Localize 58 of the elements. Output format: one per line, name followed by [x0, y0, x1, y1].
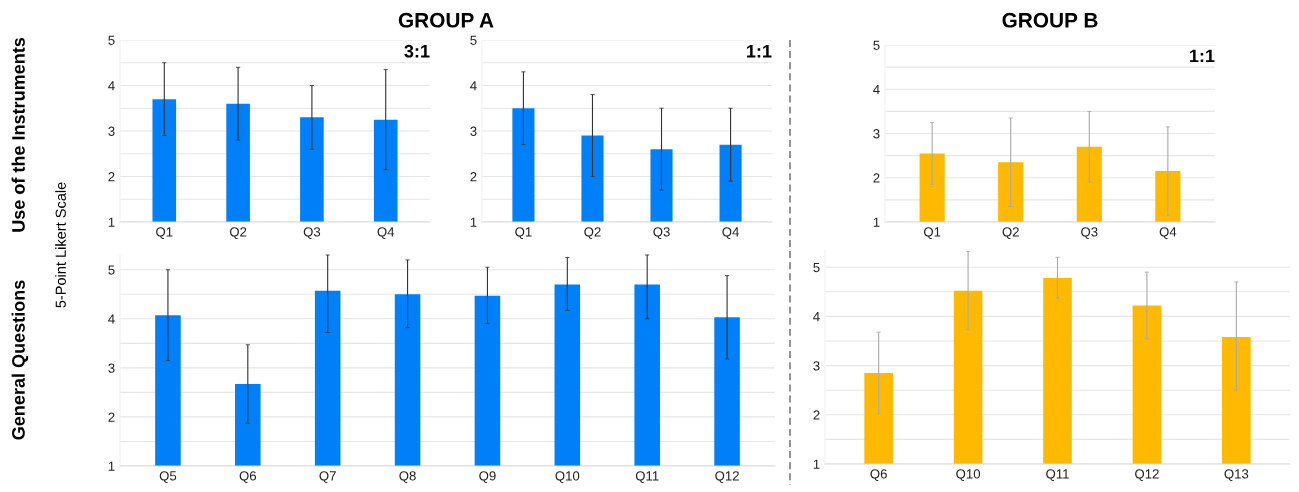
y-tick-label: 5	[813, 262, 820, 273]
y-tick-label: 4	[813, 312, 820, 322]
annotation: 3:1	[404, 44, 430, 58]
y-tick-label: 1	[108, 217, 115, 227]
annotation: 1:1	[1190, 49, 1215, 63]
x-tick-label: Q1	[923, 227, 941, 239]
x-tick-label: Q11	[635, 471, 659, 483]
x-tick-label: Q10	[555, 471, 580, 483]
x-tick-label: Q10	[956, 469, 981, 481]
x-tick-label: Q2	[1002, 227, 1019, 239]
y-tick-label: 3	[108, 363, 115, 373]
x-tick-label: Q6	[239, 471, 257, 483]
x-tick-label: Q2	[229, 227, 247, 239]
chart-title: GROUP B	[1002, 12, 1098, 28]
x-tick-label: Q11	[1046, 469, 1069, 481]
y-tick-label: 3	[873, 129, 880, 139]
x-tick-label: Q8	[399, 471, 416, 483]
x-tick-label: Q1	[515, 227, 532, 239]
y-tick-label: 3	[470, 126, 477, 136]
x-tick-label: Q6	[870, 469, 887, 481]
y-tick-label: 2	[108, 172, 115, 182]
y-tick-label: 4	[873, 84, 880, 95]
x-tick-label: Q1	[156, 227, 173, 239]
x-tick-label: Q9	[479, 471, 496, 483]
y-tick-label: 1	[813, 459, 820, 469]
x-tick-label: Q4	[1159, 227, 1177, 239]
y-tick-label: 4	[108, 314, 115, 324]
x-tick-label: Q4	[722, 227, 739, 239]
y-tick-label: 1	[108, 461, 115, 471]
x-tick-label: Q4	[377, 227, 395, 239]
y-tick-label: 5	[108, 35, 115, 45]
x-tick-label: Q2	[584, 227, 601, 239]
y-tick-label: 4	[470, 81, 477, 91]
y-tick-label: 5	[470, 35, 477, 45]
y-tick-label: 1	[873, 217, 880, 227]
y-tick-label: 2	[873, 173, 880, 183]
y-axis-title: Use of the Instruments	[11, 37, 25, 232]
y-tick-label: 3	[813, 361, 820, 371]
x-tick-label: Q12	[1135, 469, 1159, 481]
y-tick-label: 2	[813, 410, 820, 420]
x-tick-label: Q12	[715, 471, 739, 483]
y-tick-label: 1	[470, 217, 477, 227]
y-tick-label: 4	[108, 81, 115, 91]
text: 5-Point Likert Scale	[55, 182, 66, 308]
y-tick-label: 2	[108, 412, 115, 422]
x-tick-label: Q7	[319, 471, 336, 483]
x-tick-label: Q5	[159, 471, 177, 483]
y-tick-label: 5	[108, 265, 115, 275]
chart-title: GROUP A	[398, 12, 494, 28]
y-tick-label: 5	[873, 40, 880, 50]
y-tick-label: 3	[108, 126, 115, 136]
x-tick-label: Q3	[653, 227, 670, 239]
x-tick-label: Q3	[1081, 227, 1098, 239]
y-axis-title: General Questions	[11, 280, 29, 440]
x-tick-label: Q3	[303, 227, 321, 239]
x-tick-label: Q13	[1224, 469, 1249, 481]
annotation: 1:1	[747, 44, 772, 58]
y-tick-label: 2	[470, 172, 477, 182]
